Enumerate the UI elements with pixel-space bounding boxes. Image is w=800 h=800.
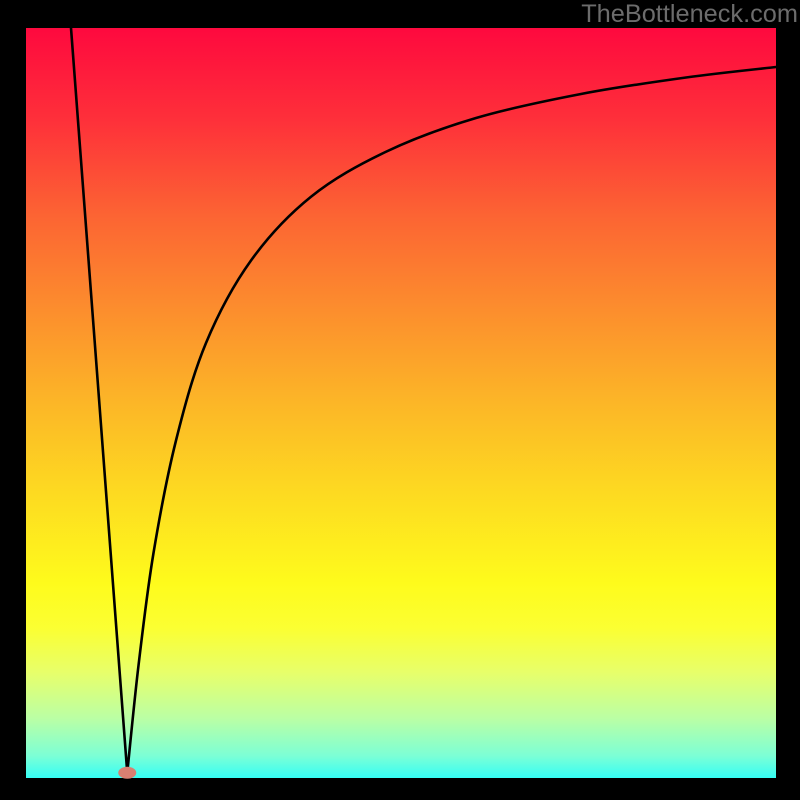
chart-frame: TheBottleneck.com <box>0 0 800 800</box>
minimum-marker <box>118 767 136 779</box>
bottleneck-curve <box>71 28 776 773</box>
plot-area <box>26 28 776 778</box>
curve-layer <box>26 28 776 778</box>
watermark-text: TheBottleneck.com <box>581 0 798 29</box>
